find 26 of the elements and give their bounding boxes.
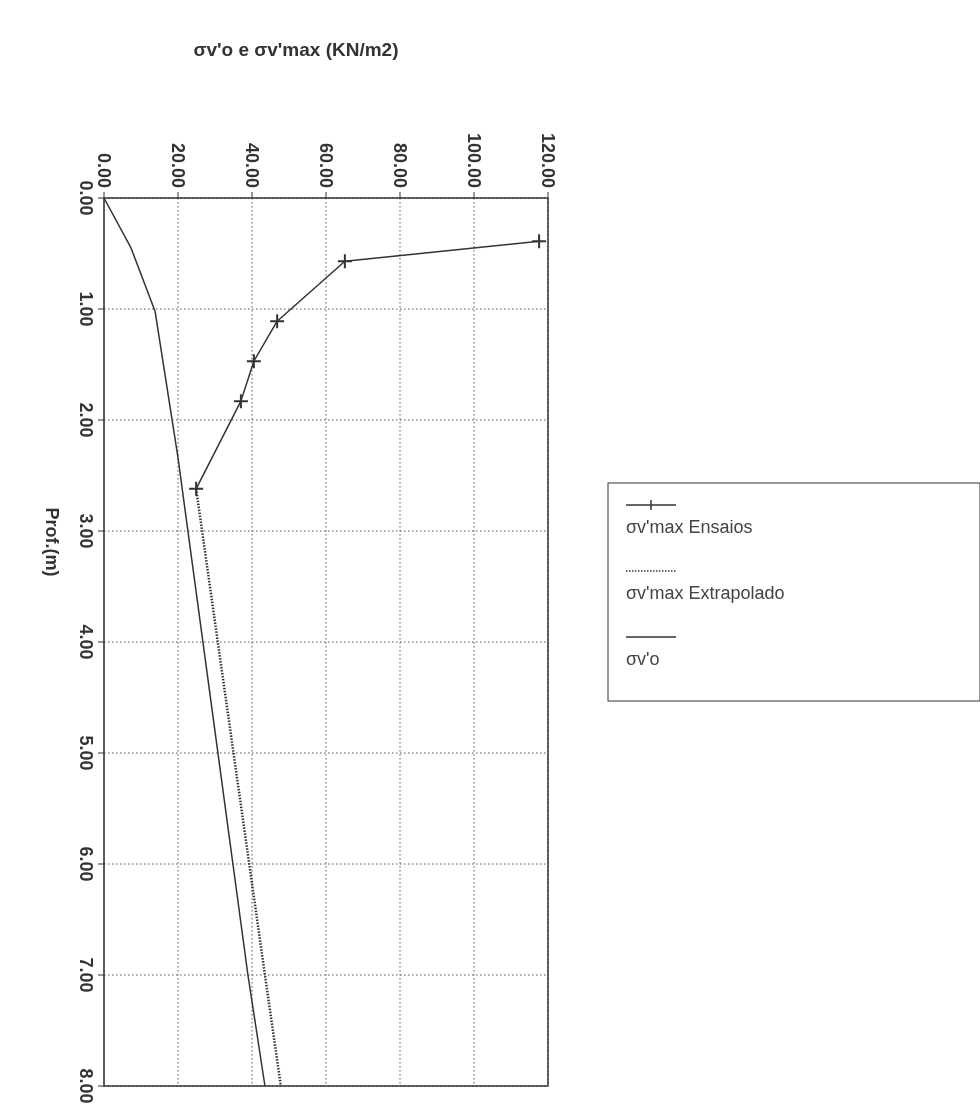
y-tick-label: 7.00 [76, 957, 96, 993]
y-tick-label: 3.00 [76, 513, 96, 549]
x-tick-label: 40.00 [242, 142, 262, 188]
x-tick-label: 80.00 [390, 142, 410, 188]
point [232, 393, 249, 410]
y-tick-label: 0.00 [76, 180, 96, 216]
x-tick-label: 20.00 [168, 142, 188, 188]
y-tick-label: 5.00 [76, 735, 96, 771]
y-axis-title: Prof.(m) [42, 507, 62, 577]
y-tick-label: 4.00 [76, 624, 96, 660]
point [245, 353, 262, 370]
point [188, 480, 205, 497]
chart-title: σv'o e σv'max (KN/m2) [193, 39, 399, 60]
x-tick-label: 60.00 [316, 142, 336, 188]
x-tick-label: 120.00 [538, 132, 558, 188]
point [336, 253, 353, 270]
legend-label: σv'max Ensaios [626, 517, 753, 537]
y-tick-label: 6.00 [76, 846, 96, 882]
x-tick-label: 100.00 [464, 132, 484, 188]
legend-label: σv'max Extrapolado [626, 583, 785, 603]
y-tick-label: 1.00 [76, 291, 96, 327]
y-tick-label: 8.00 [76, 1068, 96, 1104]
point [531, 233, 548, 250]
point [269, 313, 286, 330]
y-tick-label: 2.00 [76, 402, 96, 438]
legend-label: σv'o [626, 649, 660, 669]
